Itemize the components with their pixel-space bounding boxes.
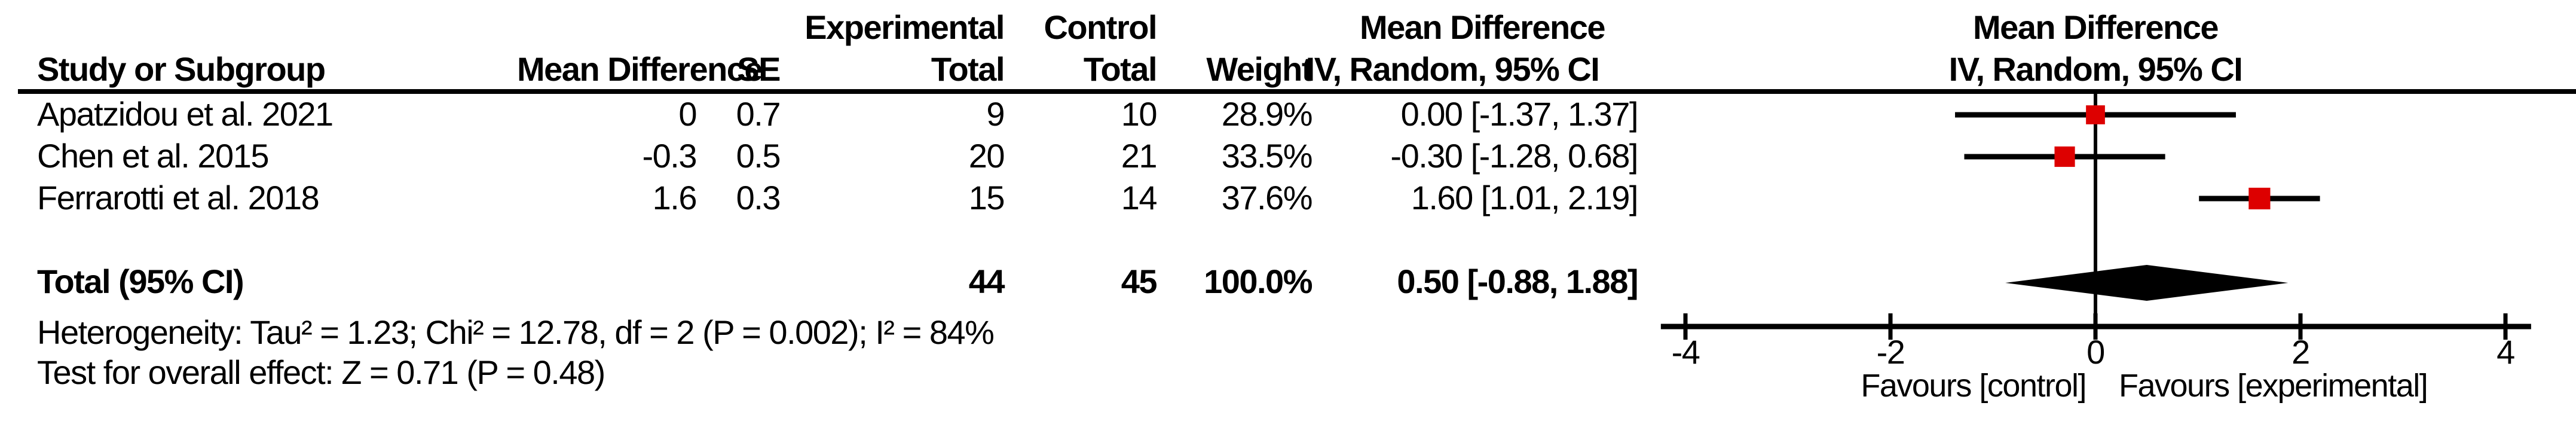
- axis-tick-label: -4: [1672, 333, 1700, 371]
- total-label: Total (95% CI): [37, 263, 244, 300]
- axis-tick-label: -2: [1877, 333, 1905, 371]
- study-ctrl-total: 14: [1121, 179, 1158, 216]
- header-control: Control: [1044, 8, 1157, 46]
- study-ci: 1.60 [1.01, 2.19]: [1411, 179, 1639, 216]
- header-mean-difference: Mean Difference: [1359, 8, 1606, 46]
- study-exp-total: 20: [968, 137, 1005, 175]
- study-ci: 0.00 [-1.37, 1.37]: [1400, 95, 1639, 133]
- study-weight: 37.6%: [1221, 179, 1313, 216]
- axis-tick-label: 2: [2292, 333, 2309, 371]
- study-se: 0.7: [736, 95, 781, 133]
- study-md: 0: [678, 95, 697, 133]
- study-weight: 33.5%: [1221, 137, 1313, 175]
- favours-control-label: Favours [control]: [1861, 368, 2087, 404]
- header-plot-ci-column: IV, Random, 95% CI: [1948, 50, 2243, 88]
- study-ci: -0.30 [-1.28, 0.68]: [1390, 137, 1638, 175]
- header-study-or-subgroup: Study or Subgroup: [37, 50, 326, 88]
- header-ctrl-total-column: Total: [1083, 50, 1158, 88]
- header-md-column: Mean Difference: [517, 50, 763, 88]
- header-plot-mean-difference: Mean Difference: [1972, 8, 2219, 46]
- total-ctrl-total: 45: [1121, 263, 1158, 300]
- total-ci: 0.50 [-0.88, 1.88]: [1397, 263, 1638, 300]
- study-se: 0.3: [736, 179, 781, 216]
- header-divider: [18, 89, 2576, 94]
- study-name: Ferrarotti et al. 2018: [37, 179, 320, 216]
- favours-experimental-label: Favours [experimental]: [2119, 368, 2428, 404]
- axis-tick-label: 4: [2497, 333, 2514, 371]
- axis-tick-label: 0: [2087, 333, 2104, 371]
- total-exp-total: 44: [968, 263, 1005, 300]
- study-ctrl-total: 21: [1121, 137, 1158, 175]
- header-weight-column: Weight: [1206, 50, 1313, 88]
- study-weight: 28.9%: [1221, 95, 1313, 133]
- study-name: Apatzidou et al. 2021: [37, 95, 334, 133]
- header-exp-total-column: Total: [931, 50, 1005, 88]
- pooled-diamond: [2005, 265, 2289, 301]
- study-name: Chen et al. 2015: [37, 137, 269, 175]
- overall-effect-text: Test for overall effect: Z = 0.71 (P = 0…: [37, 353, 605, 391]
- effect-square: [2054, 146, 2075, 167]
- header-ci-column: IV, Random, 95% CI: [1305, 50, 1600, 88]
- study-ctrl-total: 10: [1121, 95, 1158, 133]
- header-se-column: SE: [737, 50, 781, 88]
- study-se: 0.5: [736, 137, 781, 175]
- effect-square: [2248, 187, 2271, 210]
- study-exp-total: 15: [968, 179, 1005, 216]
- effect-square: [2086, 105, 2105, 124]
- total-weight: 100.0%: [1204, 263, 1313, 300]
- study-md: 1.6: [652, 179, 697, 216]
- study-md: -0.3: [642, 137, 697, 175]
- header-experimental: Experimental: [804, 8, 1005, 46]
- heterogeneity-text: Heterogeneity: Tau² = 1.23; Chi² = 12.78…: [37, 313, 995, 351]
- study-exp-total: 9: [986, 95, 1005, 133]
